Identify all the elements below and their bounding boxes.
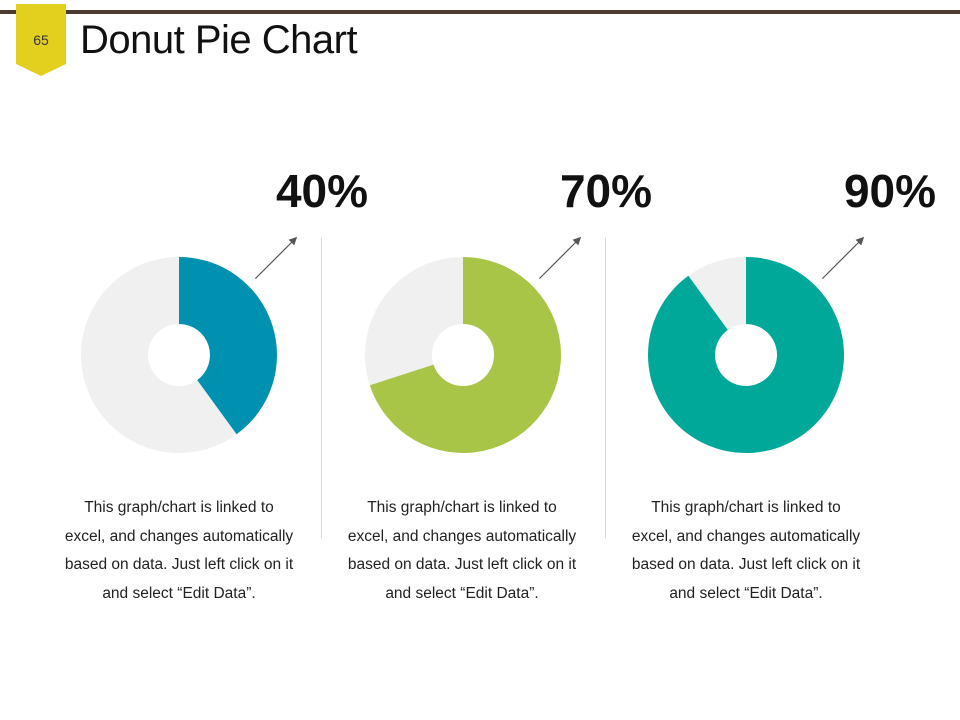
percent-label: 90% <box>844 165 936 217</box>
header-rule <box>0 10 960 14</box>
donut-chart-3: 90% <box>647 165 936 453</box>
column-divider-2 <box>605 238 606 538</box>
chart-description-2: This graph/chart is linked to excel, and… <box>347 499 577 602</box>
donut-remainder-slice <box>80 257 237 453</box>
column-divider-1 <box>321 238 322 538</box>
page-number: 65 <box>33 32 49 48</box>
pointer-arrow <box>254 236 298 280</box>
donut-value-slice <box>179 257 277 435</box>
donut-chart-1: 40% <box>80 165 368 453</box>
donut-value-slice <box>369 257 561 453</box>
pointer-arrow <box>538 236 582 280</box>
percent-label: 70% <box>560 165 652 217</box>
pointer-arrow <box>821 236 865 280</box>
percent-label: 40% <box>276 165 368 217</box>
donut-chart-2: 70% <box>364 165 652 453</box>
page-title: Donut Pie Chart <box>80 18 358 62</box>
donut-value-slice <box>647 257 844 453</box>
chart-description-1: This graph/chart is linked to excel, and… <box>64 499 294 602</box>
badge-shape <box>16 4 66 76</box>
page-number-badge: 65 <box>16 4 66 76</box>
donut-remainder-slice <box>364 257 463 386</box>
donut-remainder-slice <box>688 257 746 330</box>
chart-description-3: This graph/chart is linked to excel, and… <box>631 499 861 602</box>
